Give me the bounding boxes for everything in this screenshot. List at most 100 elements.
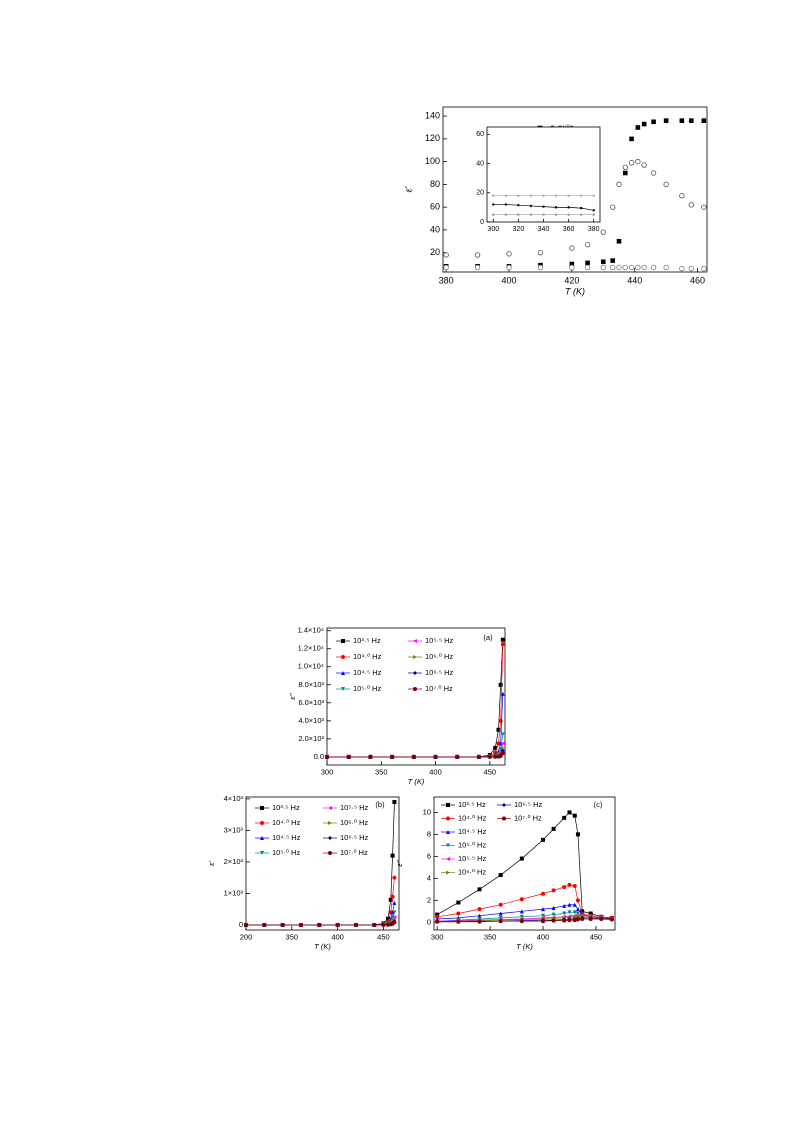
x-tick-label: 300 — [487, 226, 499, 233]
data-point — [650, 170, 657, 176]
x-tick-label: 450 — [377, 932, 390, 941]
legend-label: 10⁶·⁰ Hz — [458, 867, 486, 876]
data-point — [635, 158, 641, 165]
x-axis-label: T (K) — [314, 942, 331, 951]
data-point — [504, 203, 508, 206]
data-point — [498, 682, 503, 687]
y-tick-label: 2×10³ — [224, 857, 244, 866]
data-point — [390, 754, 395, 759]
legend-label: 10⁵·⁰ Hz — [353, 684, 381, 693]
y-tick-label: 2.0×10³ — [298, 734, 324, 743]
data-point — [542, 213, 545, 216]
data-point — [622, 164, 628, 171]
panel-label: (a) — [483, 633, 493, 642]
data-point — [500, 741, 505, 746]
data-point — [575, 917, 580, 922]
legend-marker — [413, 671, 417, 675]
data-point — [610, 258, 616, 263]
legend-label: 10⁴·⁵ Hz — [353, 668, 382, 677]
legend-label: 10⁴·⁵ Hz — [272, 833, 301, 842]
y-tick-label: 1×10³ — [224, 888, 244, 897]
data-point — [477, 887, 482, 892]
legend-marker — [260, 821, 264, 825]
data-point — [572, 918, 577, 923]
data-point — [584, 241, 591, 248]
data-point — [572, 914, 577, 919]
data-point — [476, 754, 481, 759]
y-tick-label: 120 — [425, 133, 440, 143]
data-point — [325, 754, 329, 759]
data-point — [572, 902, 577, 907]
x-tick-label: 350 — [286, 932, 299, 941]
data-point — [517, 213, 520, 216]
legend-marker — [260, 851, 264, 855]
data-point — [628, 264, 635, 271]
data-point — [629, 136, 634, 142]
x-tick-label: 400 — [537, 932, 550, 941]
data-point — [650, 264, 657, 271]
plot-frame — [326, 627, 506, 766]
data-point — [346, 754, 351, 759]
data-point — [455, 754, 460, 759]
data-point — [641, 121, 647, 127]
legend-marker — [328, 806, 332, 810]
data-point — [635, 264, 641, 271]
x-tick-label: 300 — [431, 932, 444, 941]
data-point — [567, 194, 570, 197]
data-point — [575, 907, 580, 912]
data-point — [554, 206, 558, 209]
legend-marker — [341, 687, 345, 691]
data-point — [443, 264, 449, 271]
data-point — [569, 245, 575, 251]
y-tick-label: 80 — [430, 179, 440, 189]
data-point — [498, 919, 503, 924]
y-tick-label: 1.0×10⁴ — [298, 662, 324, 671]
data-point — [569, 264, 575, 271]
y-tick-label: 60 — [430, 202, 440, 212]
legend-marker — [413, 687, 417, 691]
data-point — [487, 754, 492, 759]
data-point — [579, 206, 583, 210]
data-point — [569, 261, 575, 267]
data-point — [492, 203, 495, 206]
data-point — [551, 888, 556, 893]
data-point — [575, 914, 580, 919]
legend-marker — [446, 870, 450, 875]
data-point — [335, 922, 340, 927]
legend-marker — [413, 639, 417, 643]
data-point — [663, 264, 669, 271]
legend-marker — [446, 816, 450, 821]
data-point — [280, 922, 285, 927]
legend-label: 10⁷·⁰ Hz — [425, 684, 453, 693]
data-point — [388, 897, 393, 902]
legend-label: 10⁶·⁰ Hz — [425, 652, 453, 661]
data-point — [562, 815, 567, 820]
data-point — [506, 264, 512, 271]
data-point — [519, 919, 524, 924]
x-tick-label: 200 — [240, 932, 253, 941]
data-point — [500, 732, 505, 737]
data-point — [390, 853, 395, 858]
data-point — [651, 119, 656, 125]
y-tick-label: 40 — [430, 224, 440, 234]
y-tick-label: 1.4×10⁴ — [298, 626, 324, 635]
data-point — [392, 900, 397, 905]
data-point — [572, 910, 577, 915]
data-point — [537, 264, 544, 271]
data-point — [579, 213, 583, 216]
data-point — [381, 922, 386, 927]
legend-label: 10⁷·⁰ Hz — [514, 813, 542, 822]
legend-marker — [502, 803, 506, 807]
data-point — [433, 754, 438, 759]
data-point — [498, 873, 503, 878]
data-point — [493, 754, 498, 759]
data-point — [580, 917, 585, 922]
data-point — [579, 194, 583, 197]
legend-label: 10⁷·⁰ Hz — [340, 848, 368, 857]
data-point — [392, 915, 397, 920]
data-point — [701, 204, 707, 210]
legend-marker — [328, 851, 332, 855]
data-point — [622, 264, 628, 271]
data-point — [500, 637, 505, 642]
